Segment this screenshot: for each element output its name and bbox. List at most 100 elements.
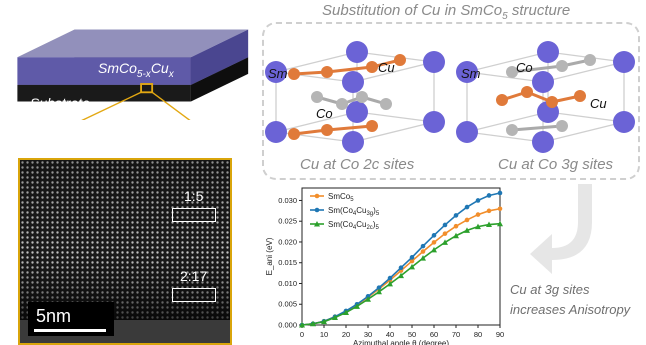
series-point-0: [497, 206, 503, 212]
legend-subscript: 5: [376, 211, 380, 217]
scale-bar: 5nm: [28, 302, 114, 336]
legend-marker-2: [314, 221, 320, 227]
phase-box-2-17: [172, 288, 216, 302]
series-point-1: [431, 233, 437, 238]
series-point-2: [442, 239, 448, 245]
chart-series: [299, 190, 503, 328]
legend-label-1: Sm(Co4Cu3g)5: [328, 206, 380, 217]
film-formula-main: SmCo: [98, 60, 137, 76]
legend-subscript: 3g: [366, 211, 373, 217]
film-side: [190, 29, 249, 85]
atom-label-cu-left: Cu: [378, 60, 395, 75]
series-point-2: [299, 322, 305, 328]
zoom-line-right: [151, 91, 191, 120]
film-front: [17, 57, 191, 85]
series-point-2: [321, 318, 327, 325]
series-point-1: [420, 243, 426, 249]
series-point-0: [420, 249, 426, 254]
series-point-2: [497, 220, 503, 227]
series-point-2: [475, 223, 481, 230]
zoom-marker: [140, 83, 154, 94]
x-tick-label: 20: [342, 330, 350, 339]
series-point-2: [409, 263, 415, 270]
structure-title-sub: 5: [502, 11, 508, 22]
series-point-1: [486, 193, 492, 198]
legend-subscript: 4: [353, 211, 357, 217]
atom-label-sm-left: Sm: [268, 66, 288, 81]
legend-label-0: SmCo5: [328, 192, 354, 203]
series-point-2: [453, 232, 459, 239]
structure-frame: [262, 22, 640, 180]
left-atoms: [265, 41, 445, 153]
conclusion-line-2: increases Anisotropy: [510, 302, 631, 317]
x-tick-label: 30: [364, 330, 372, 339]
scale-bar-label: 5nm: [36, 306, 72, 326]
crystal-structures: [265, 41, 635, 153]
structure-title-tail: structure: [507, 2, 571, 19]
y-tick-label: 0.025: [278, 217, 297, 226]
substrate-label: Substrate: [30, 95, 90, 111]
series-point-0: [464, 217, 470, 223]
x-tick-label: 70: [452, 330, 460, 339]
series-point-1: [497, 190, 503, 196]
conclusion-line-1: Cu at 3g sites: [510, 282, 590, 297]
x-tick-label: 40: [386, 330, 394, 339]
left-site-caption: Cu at Co 2c sites: [300, 156, 415, 173]
series-point-2: [343, 309, 349, 316]
x-tick-label: 80: [474, 330, 482, 339]
legend-text: Cu: [356, 220, 366, 229]
legend-marker-0: [314, 193, 320, 199]
series-point-2: [420, 255, 426, 261]
series-point-0: [486, 208, 492, 214]
atomic-lattice-image: [20, 160, 230, 343]
structure-title-main: Substitution of Cu in SmCo: [322, 2, 503, 19]
substrate-front: [17, 84, 191, 102]
right-atoms: [456, 41, 635, 153]
x-tick-label: 60: [430, 330, 438, 339]
y-tick-label: 0.005: [278, 300, 297, 309]
series-point-2: [354, 303, 360, 309]
legend-subscript: 4: [353, 225, 357, 231]
chart-axes: 0 10 20 30 40 50 60 70 80 90 0.000 0.005 0.010 0.015 0…: [265, 187, 504, 345]
series-point-1: [464, 204, 470, 210]
conclusion-text: Cu at 3g sites increases Anisotropy: [510, 280, 630, 320]
series-point-1: [376, 285, 382, 290]
series-point-2: [398, 272, 404, 279]
phase-label-1-5: 1:5: [184, 188, 204, 204]
film-formula-cu: Cu: [150, 60, 169, 76]
legend-text: SmCo: [328, 192, 351, 201]
film-top-purple: [17, 29, 249, 58]
series-point-0: [442, 231, 448, 236]
series-point-0: [409, 258, 415, 264]
series-point-2: [464, 227, 470, 233]
x-tick-label: 10: [320, 330, 328, 339]
anisotropy-chart: 0 10 20 30 40 50 60 70 80 90 0.000 0.005 0.010 0.015 0…: [265, 187, 504, 345]
legend-subscript: 2c: [366, 225, 372, 231]
zoom-line-left: [81, 91, 142, 120]
series-point-0: [475, 212, 481, 217]
thin-film-diagram: [17, 29, 249, 120]
series-point-0: [431, 240, 437, 245]
plot-frame: [301, 187, 501, 326]
y-tick-label: 0.015: [278, 258, 297, 267]
series-point-1: [387, 275, 393, 281]
series-point-0: [453, 223, 459, 229]
legend-label-2: Sm(Co4Cu2c)5: [328, 220, 379, 231]
substrate-side: [190, 57, 249, 102]
x-tick-label: 90: [496, 330, 504, 339]
phase-box-1-5: [172, 208, 216, 222]
legend-subscript: 5: [350, 197, 354, 203]
x-tick-label: 0: [300, 330, 304, 339]
series-point-2: [376, 288, 382, 295]
stem-image-panel: 1:5 2:17 5nm: [18, 158, 232, 345]
atom-label-sm-right: Sm: [461, 66, 481, 81]
right-site-caption: Cu at Co 3g sites: [498, 156, 614, 173]
series-point-1: [442, 222, 448, 228]
x-axis-label: Azimuthal angle θ (degree): [353, 339, 449, 345]
y-tick-label: 0.000: [278, 321, 297, 330]
legend-subscript: 5: [375, 225, 379, 231]
film-formula-sub2: x: [168, 68, 174, 80]
film-layer-label: SmCo5-xCux: [98, 60, 174, 80]
legend-text: ): [373, 220, 376, 229]
